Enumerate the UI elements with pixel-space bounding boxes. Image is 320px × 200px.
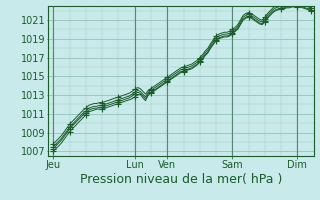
X-axis label: Pression niveau de la mer( hPa ): Pression niveau de la mer( hPa ) bbox=[80, 173, 282, 186]
